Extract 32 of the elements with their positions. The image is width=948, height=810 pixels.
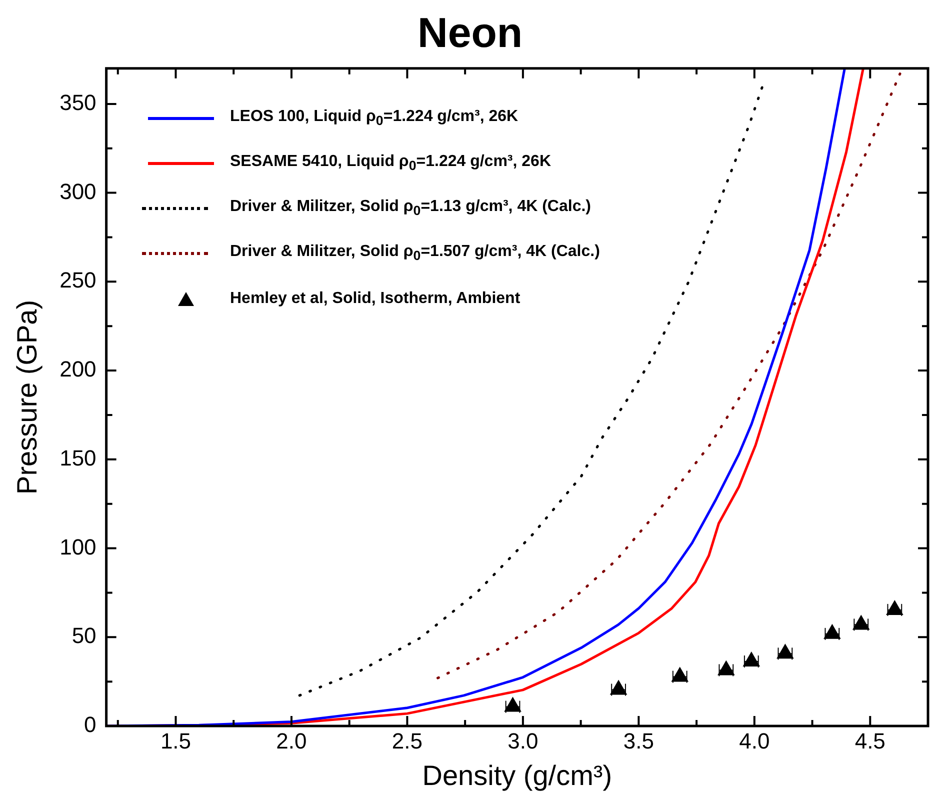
y-tick-label: 50 bbox=[72, 623, 96, 648]
point bbox=[672, 667, 688, 682]
point bbox=[776, 644, 794, 659]
y-tick-label: 100 bbox=[60, 534, 96, 560]
legend-label: SESAME 5410, Liquid ρ$_{0}$=1.224 g/cm³, 26K bbox=[230, 153, 551, 174]
legend-label: Hemley et al, Solid, Isotherm, Ambient bbox=[230, 290, 520, 308]
chart-title: Neon bbox=[418, 8, 522, 56]
x-tick-label: 2.0 bbox=[276, 728, 307, 754]
point bbox=[718, 660, 734, 676]
y-tick-label: 350 bbox=[60, 90, 96, 116]
point bbox=[504, 697, 522, 712]
point bbox=[610, 680, 627, 695]
legend-label: Driver & Militzer, Solid ρ$_{0}$=1.13 g/cm³, 4K (Calc.) bbox=[230, 198, 591, 219]
point bbox=[852, 615, 870, 630]
legend-label: Driver & Militzer, Solid ρ$_{0}$=1.507 g/cm³, 4K (Calc.) bbox=[230, 243, 600, 264]
x-tick-label: 3.5 bbox=[623, 728, 654, 754]
y-tick-label: 200 bbox=[60, 356, 96, 382]
y-tick-label: 150 bbox=[60, 445, 96, 470]
x-tick-label: 3.0 bbox=[508, 728, 538, 754]
point bbox=[824, 624, 840, 639]
x-tick-label: 4.0 bbox=[739, 728, 770, 754]
x-axis-title: Density (g/cm³) bbox=[422, 760, 612, 791]
y-tick-label: 0 bbox=[84, 712, 96, 738]
legend-label: LEOS 100, Liquid ρ$_{0}$=1.224 g/cm³, 26K bbox=[230, 108, 518, 129]
y-tick-label: 300 bbox=[60, 178, 96, 204]
point bbox=[743, 652, 760, 666]
x-tick-label: 1.5 bbox=[160, 728, 192, 754]
x-tick-label: 4.5 bbox=[854, 728, 886, 754]
point bbox=[886, 600, 903, 615]
y-axis-title: Pressure (GPa) bbox=[12, 300, 43, 494]
y-tick-label: 250 bbox=[60, 268, 96, 293]
x-tick-label: 2.5 bbox=[392, 728, 423, 754]
